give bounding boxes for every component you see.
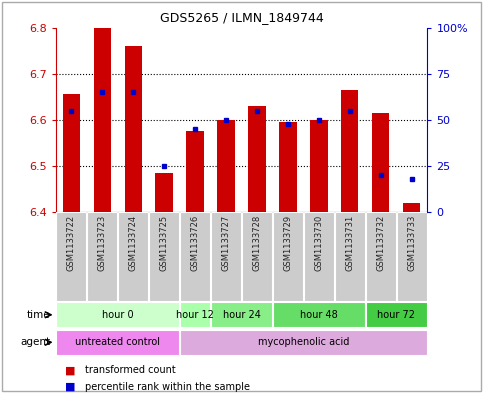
Text: mycophenolic acid: mycophenolic acid — [258, 337, 349, 347]
Bar — [211, 303, 272, 327]
Text: hour 0: hour 0 — [102, 310, 133, 320]
Text: hour 72: hour 72 — [377, 310, 415, 320]
Bar — [118, 212, 148, 301]
Text: GSM1133726: GSM1133726 — [190, 215, 199, 271]
Bar — [56, 303, 179, 327]
Bar — [211, 212, 241, 301]
Bar — [156, 173, 172, 212]
Text: percentile rank within the sample: percentile rank within the sample — [85, 382, 250, 392]
Text: time: time — [27, 310, 51, 320]
Bar — [366, 303, 427, 327]
Text: untreated control: untreated control — [75, 337, 160, 347]
Bar — [217, 120, 235, 212]
Bar — [397, 212, 427, 301]
Title: GDS5265 / ILMN_1849744: GDS5265 / ILMN_1849744 — [159, 11, 324, 24]
Bar — [87, 212, 117, 301]
Bar — [341, 90, 358, 212]
Bar — [273, 212, 303, 301]
Bar — [273, 303, 365, 327]
Text: GSM1133731: GSM1133731 — [345, 215, 355, 271]
Bar — [56, 212, 86, 301]
Text: GSM1133728: GSM1133728 — [253, 215, 261, 271]
Text: GSM1133724: GSM1133724 — [128, 215, 138, 271]
Bar — [94, 28, 111, 212]
Bar — [372, 113, 389, 212]
Bar — [311, 120, 327, 212]
Bar — [242, 212, 272, 301]
Bar — [149, 212, 179, 301]
Text: GSM1133727: GSM1133727 — [222, 215, 230, 271]
Bar — [403, 203, 421, 212]
Bar — [180, 303, 210, 327]
Text: GSM1133732: GSM1133732 — [376, 215, 385, 271]
Bar — [280, 122, 297, 212]
Bar — [366, 212, 396, 301]
Bar — [335, 212, 365, 301]
Text: agent: agent — [21, 337, 51, 347]
Bar — [62, 94, 80, 212]
Bar — [304, 212, 334, 301]
Text: GSM1133722: GSM1133722 — [67, 215, 75, 271]
Text: GSM1133733: GSM1133733 — [408, 215, 416, 271]
Text: transformed count: transformed count — [85, 365, 175, 375]
Bar — [180, 212, 210, 301]
Text: hour 48: hour 48 — [300, 310, 338, 320]
Bar — [186, 131, 203, 212]
Text: GSM1133730: GSM1133730 — [314, 215, 324, 271]
Bar — [125, 46, 142, 212]
Text: GSM1133723: GSM1133723 — [98, 215, 107, 271]
Text: ■: ■ — [65, 365, 76, 375]
Text: GSM1133729: GSM1133729 — [284, 215, 293, 271]
Text: hour 12: hour 12 — [176, 310, 214, 320]
Text: ■: ■ — [65, 382, 76, 392]
Text: hour 24: hour 24 — [223, 310, 260, 320]
Bar — [180, 330, 427, 354]
Text: GSM1133725: GSM1133725 — [159, 215, 169, 271]
Bar — [56, 330, 179, 354]
Bar — [248, 106, 266, 212]
